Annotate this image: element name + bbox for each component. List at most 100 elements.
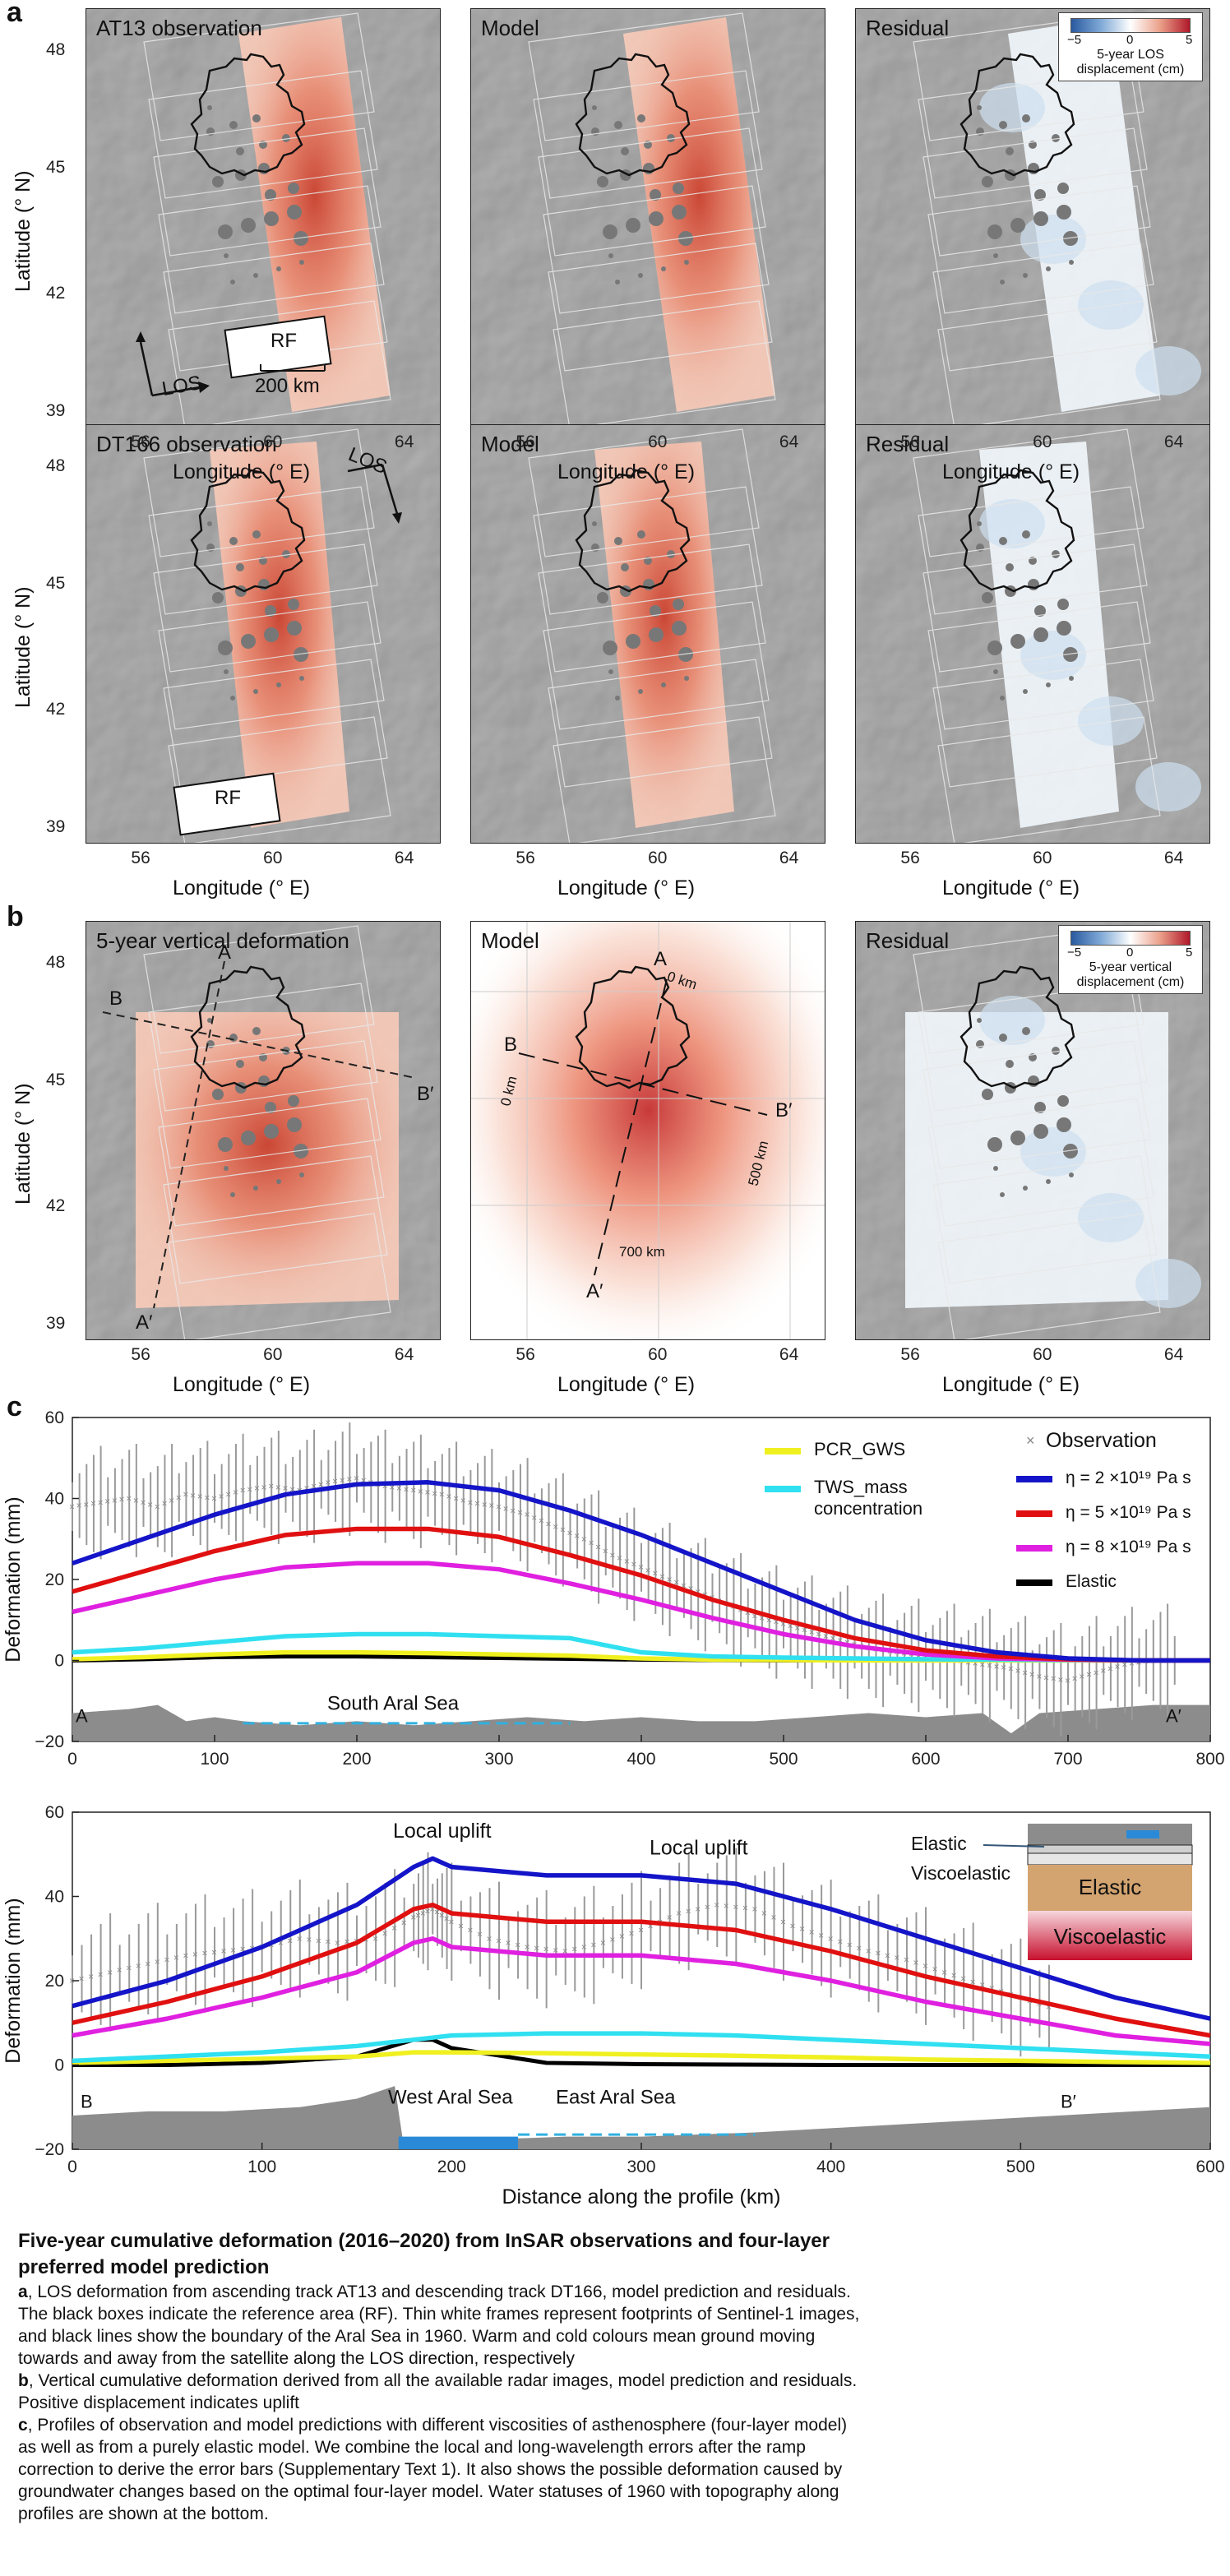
x-tick-label: 800 xyxy=(1195,1750,1224,1769)
colorbar-gradient xyxy=(1070,931,1191,946)
observation-marker: × xyxy=(979,1658,985,1670)
inset-elastic-top-label: Elastic xyxy=(911,1833,967,1854)
observation-marker: × xyxy=(361,1474,367,1486)
observation-marker: × xyxy=(76,1500,82,1511)
observation-marker: × xyxy=(190,1490,196,1501)
local-uplift-label-1: Local uplift xyxy=(393,1820,492,1843)
observation-marker: × xyxy=(951,1970,957,1982)
observation-marker: × xyxy=(751,1903,757,1915)
observation-marker: × xyxy=(268,1481,274,1492)
observation-marker: × xyxy=(254,1482,260,1494)
series-line-2 xyxy=(72,1936,1211,2046)
observation-marker: × xyxy=(197,1491,203,1502)
map-ytick-row-1-2: 42 xyxy=(46,699,66,719)
observation-marker: × xyxy=(415,1910,421,1922)
observation-marker: × xyxy=(98,1968,104,1980)
observation-marker: × xyxy=(325,1936,331,1948)
caption-a-label: a xyxy=(18,2282,28,2301)
observation-marker: × xyxy=(941,1967,947,1978)
map-xtick-2-1-0: 56 xyxy=(516,1345,535,1364)
observation-marker: × xyxy=(275,1482,281,1493)
map-rowB-0: 5-year vertical deformation A B B′ A′ xyxy=(86,921,441,1340)
caption-a-line-4: towards and away from the satellite alon… xyxy=(18,2349,576,2368)
observation-marker: × xyxy=(780,1916,786,1927)
observation-marker: × xyxy=(448,1916,454,1927)
map-xlabel-2-2: Longitude (° E) xyxy=(942,1373,1080,1396)
map-xlabel-2-0: Longitude (° E) xyxy=(173,1373,311,1396)
map-ytick-row-1-0: 48 xyxy=(46,456,66,475)
caption-c-line-1: c, Profiles of observation and model pre… xyxy=(18,2414,1210,2436)
observation-marker: × xyxy=(681,1579,687,1591)
observation-marker: × xyxy=(173,1952,179,1963)
map-rowA1-1: Model xyxy=(470,8,825,428)
observation-marker: × xyxy=(809,1626,815,1638)
legend-observation-marker: × xyxy=(1026,1432,1035,1449)
map-title-rowA1-2: Residual xyxy=(866,16,950,40)
observation-marker: × xyxy=(183,1489,188,1501)
local-uplift-label-2: Local uplift xyxy=(650,1836,748,1859)
observation-marker: × xyxy=(396,1482,402,1494)
observation-marker: × xyxy=(164,1954,169,1965)
x-tick-label: 700 xyxy=(1053,1750,1082,1769)
observation-marker: × xyxy=(1051,1673,1057,1685)
observation-marker: × xyxy=(389,1482,395,1493)
observation-marker: × xyxy=(477,1929,483,1940)
observation-marker: × xyxy=(546,1518,552,1529)
y-tick-label: 40 xyxy=(45,1490,64,1509)
map-xtick-0-2-2: 64 xyxy=(1163,432,1184,451)
map-xtick-2-2-1: 60 xyxy=(1033,1345,1052,1364)
observation-marker: × xyxy=(1072,1673,1078,1685)
map-xlabel-1-0: Longitude (° E) xyxy=(173,876,311,900)
caption-b-label: b xyxy=(18,2371,29,2390)
x-tick-label: 600 xyxy=(911,1750,940,1769)
caption-b-line-2: Positive displacement indicates uplift xyxy=(18,2393,300,2412)
observation-marker: × xyxy=(799,1923,805,1935)
observation-marker: × xyxy=(1015,1665,1020,1676)
observation-marker: × xyxy=(98,1496,104,1508)
observation-marker: × xyxy=(240,1485,246,1496)
observation-marker: × xyxy=(790,1920,796,1931)
observation-marker: × xyxy=(230,1945,236,1956)
observation-marker: × xyxy=(1008,1663,1014,1674)
caption-c-label: c xyxy=(18,2416,28,2435)
caption-b-text-1: , Vertical cumulative deformation derive… xyxy=(28,2371,858,2390)
profile-label-bprime: B′ xyxy=(417,1083,434,1105)
observation-marker: × xyxy=(211,1493,217,1505)
observation-marker: × xyxy=(828,1933,834,1945)
map-xlabel-0-1: Longitude (° E) xyxy=(557,460,696,483)
observation-marker: × xyxy=(885,1949,890,1961)
observation-marker: × xyxy=(823,1630,829,1642)
profile-label-aprime: A′ xyxy=(136,1311,153,1334)
observation-marker: × xyxy=(517,1507,523,1519)
observation-marker: × xyxy=(894,1952,899,1963)
observation-marker: × xyxy=(773,1616,779,1628)
observation-marker: × xyxy=(837,1635,843,1646)
map-canvas-rowA1-1 xyxy=(471,9,825,427)
y-tick-label: 40 xyxy=(45,1888,64,1907)
caption-a-line-1: a, LOS deformation from ascending track … xyxy=(18,2281,1210,2303)
observation-marker: × xyxy=(474,1498,480,1510)
observation-marker: × xyxy=(847,1939,853,1950)
observation-marker: × xyxy=(401,1917,407,1929)
map-ytick-row-1-1: 45 xyxy=(46,573,66,593)
observation-marker: × xyxy=(221,1945,227,1957)
observation-marker: × xyxy=(439,1910,445,1922)
observation-marker: × xyxy=(88,1971,94,1982)
model-label-b: B xyxy=(504,1034,518,1056)
observation-marker: × xyxy=(1129,1658,1135,1669)
observation-marker: × xyxy=(1094,1667,1099,1678)
y-tick-label: −20 xyxy=(35,1732,64,1751)
observation-marker: × xyxy=(418,1486,423,1497)
observation-marker: × xyxy=(875,1948,881,1959)
observation-marker: × xyxy=(932,1963,938,1975)
observation-marker: × xyxy=(119,1494,125,1505)
observation-marker: × xyxy=(837,1936,843,1948)
observation-marker: × xyxy=(434,1907,440,1918)
observation-marker: × xyxy=(525,1941,530,1953)
observation-marker: × xyxy=(90,1498,96,1510)
observation-marker: × xyxy=(444,1912,450,1924)
observation-marker: × xyxy=(346,1473,352,1485)
map-xtick-0-1-2: 64 xyxy=(779,432,799,451)
observation-marker: × xyxy=(745,1607,751,1619)
observation-marker: × xyxy=(673,1577,679,1589)
